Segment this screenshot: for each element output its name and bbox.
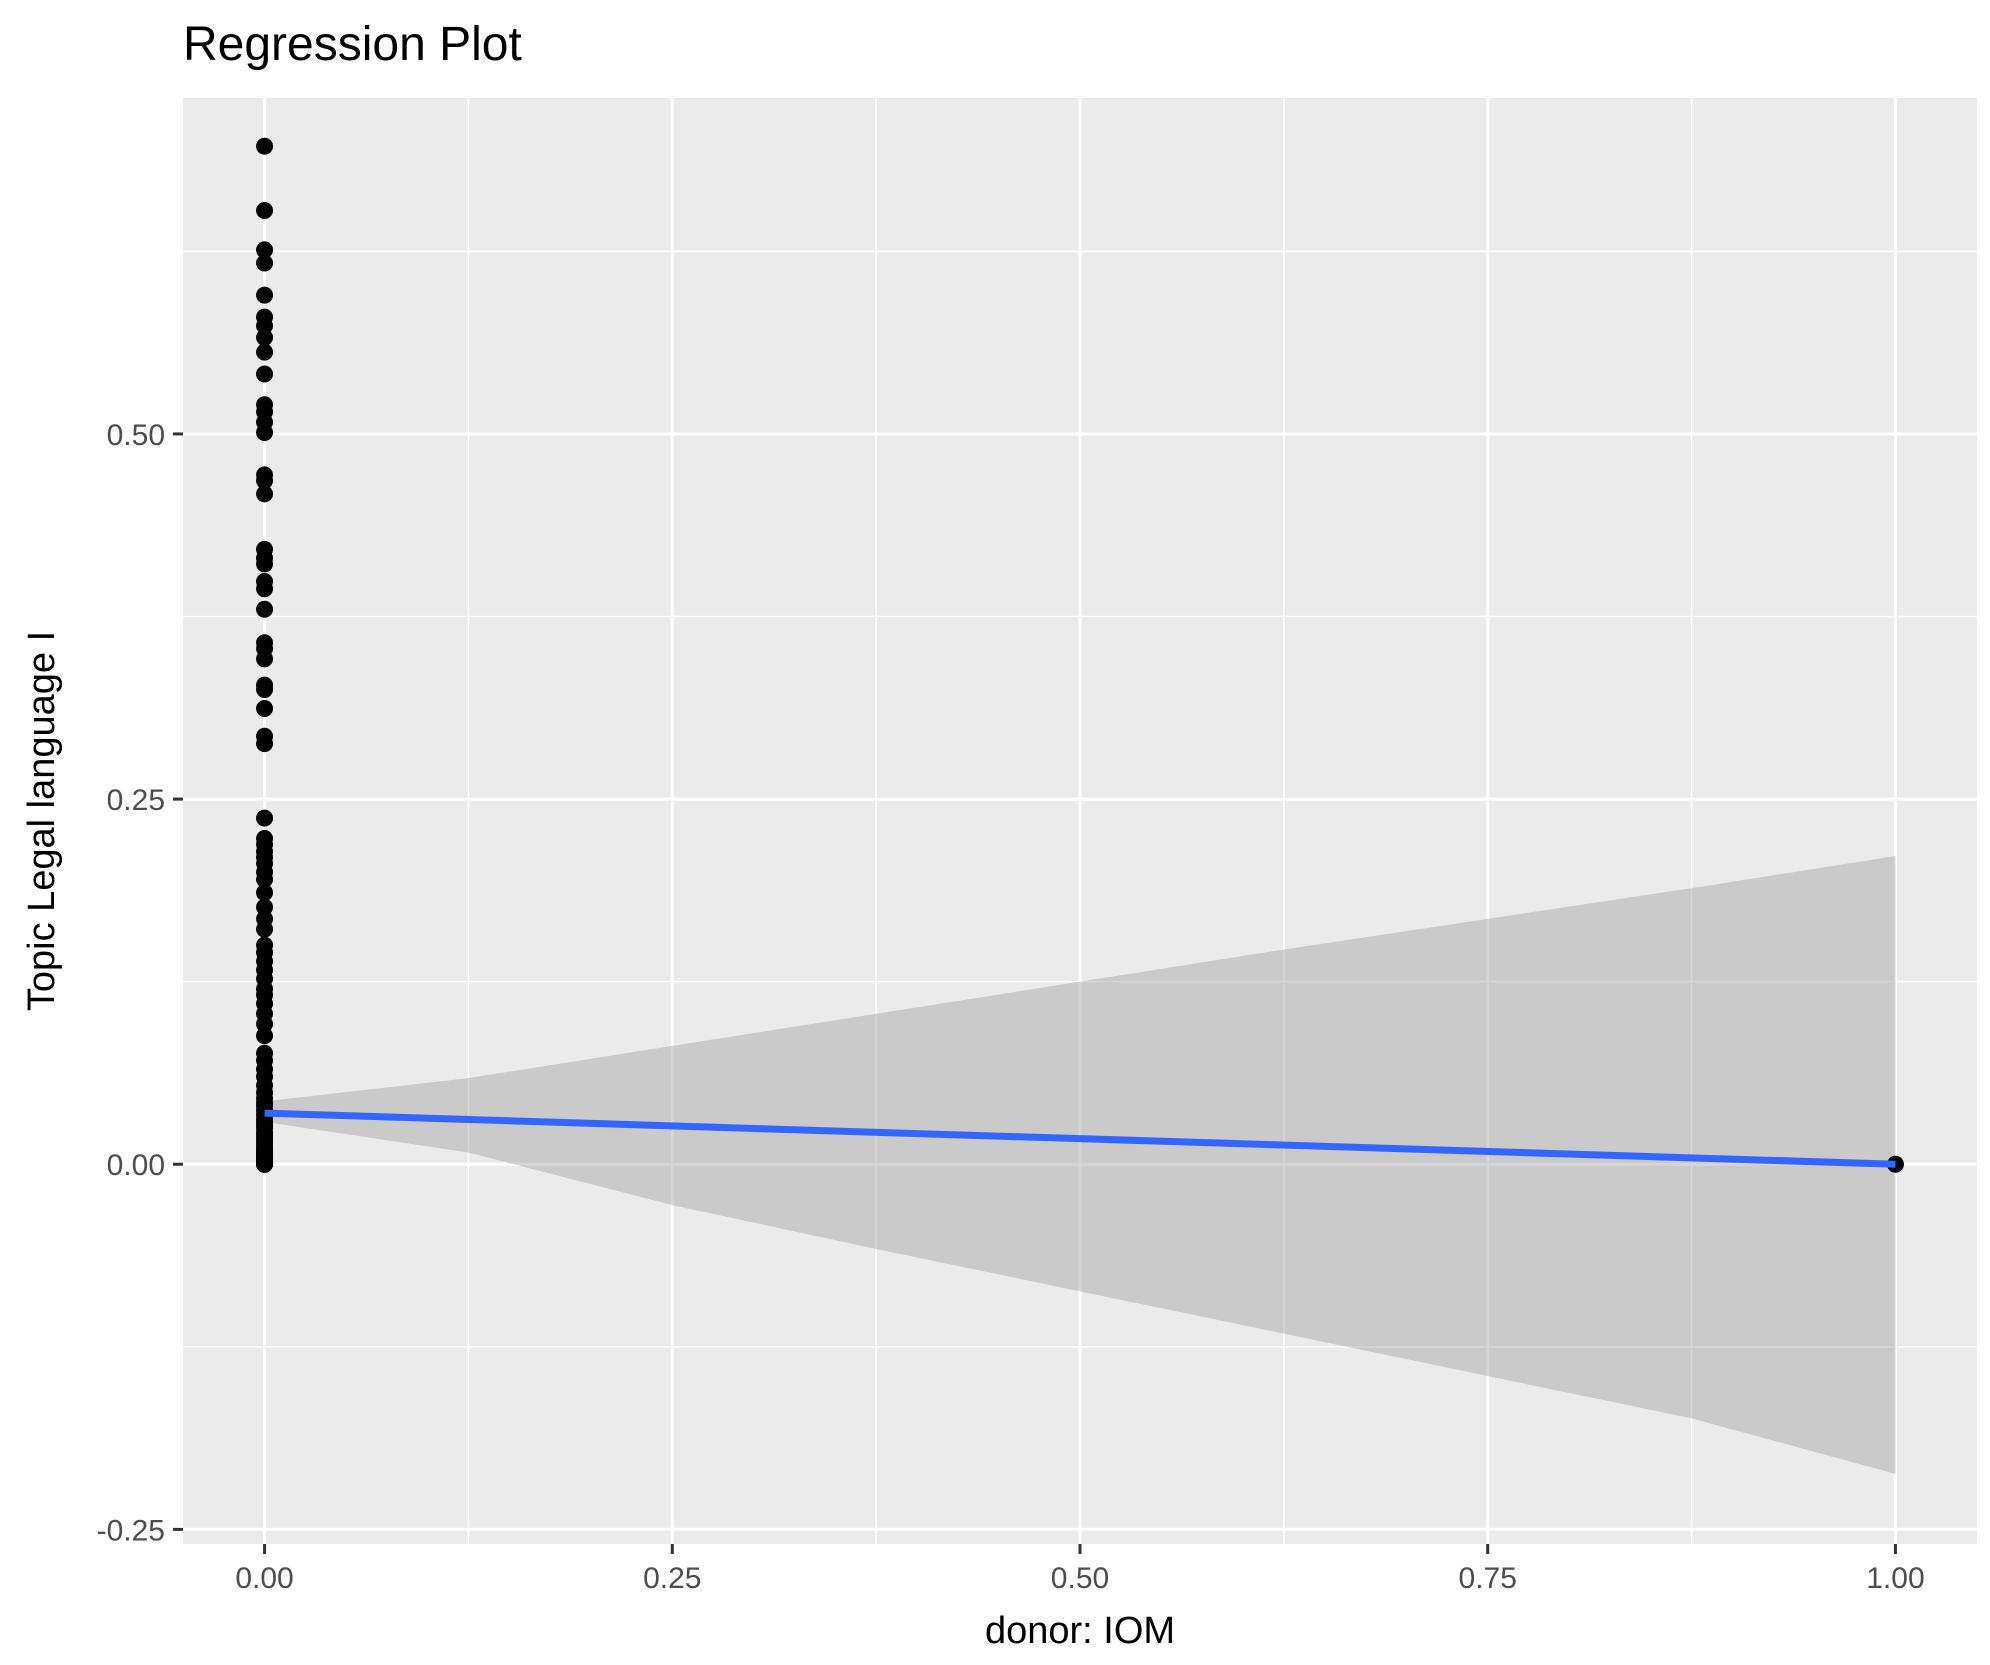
y-tick-label: 0.25 — [107, 784, 165, 817]
data-point — [256, 343, 274, 361]
data-point — [256, 700, 274, 718]
data-point — [256, 1155, 274, 1173]
data-point — [256, 580, 274, 598]
data-point — [256, 681, 274, 699]
x-tick-label: 0.50 — [1051, 1562, 1109, 1595]
data-point — [256, 423, 274, 441]
y-tick-label: 0.50 — [107, 419, 165, 452]
y-tick-label: -0.25 — [97, 1514, 165, 1547]
x-tick-label: 0.75 — [1459, 1562, 1517, 1595]
x-tick-label: 0.00 — [235, 1562, 293, 1595]
x-axis-label: donor: IOM — [985, 1610, 1175, 1652]
data-points — [256, 137, 1904, 1173]
data-point — [256, 241, 274, 259]
data-point — [256, 884, 274, 902]
y-axis: -0.25 0.00 0.25 0.50 — [97, 419, 183, 1547]
data-point — [256, 137, 274, 155]
data-point — [256, 809, 274, 827]
data-point — [256, 735, 274, 753]
y-axis-label: Topic Legal language I — [21, 631, 63, 1011]
data-point — [256, 1027, 274, 1045]
x-axis: 0.00 0.25 0.50 0.75 1.00 — [235, 1544, 1925, 1595]
chart-title: Regression Plot — [183, 18, 522, 71]
regression-line — [264, 1109, 1896, 1168]
data-point — [256, 600, 274, 618]
data-point — [256, 898, 274, 916]
y-tick-label: 0.00 — [107, 1149, 165, 1182]
data-point — [256, 329, 274, 347]
data-point — [256, 920, 274, 938]
x-tick-label: 0.25 — [643, 1562, 701, 1595]
confidence-band — [264, 856, 1896, 1474]
data-point — [256, 1015, 274, 1033]
data-point — [256, 472, 274, 490]
data-point — [256, 365, 274, 383]
data-point — [256, 317, 274, 335]
data-point — [256, 201, 274, 219]
data-point — [256, 286, 274, 304]
data-point — [256, 555, 274, 573]
data-point — [256, 650, 274, 668]
data-point — [256, 254, 274, 272]
x-tick-label: 1.00 — [1866, 1562, 1924, 1595]
data-point — [256, 485, 274, 503]
data-point — [256, 870, 274, 888]
